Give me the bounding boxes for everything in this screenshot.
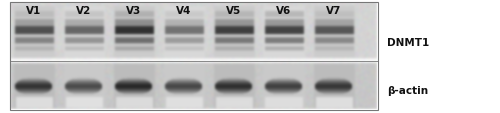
Text: V5: V5: [226, 6, 242, 16]
Text: V1: V1: [26, 6, 42, 16]
Text: β-actin: β-actin: [388, 85, 428, 95]
Text: V4: V4: [176, 6, 192, 16]
Text: V7: V7: [326, 6, 342, 16]
Text: V3: V3: [126, 6, 142, 16]
Text: V2: V2: [76, 6, 92, 16]
Text: DNMT1: DNMT1: [388, 38, 430, 48]
Text: V6: V6: [276, 6, 291, 16]
